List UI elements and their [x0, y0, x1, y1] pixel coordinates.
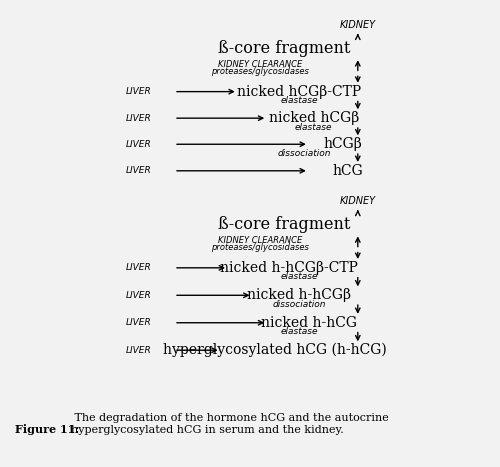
Text: nicked h-hCGβ: nicked h-hCGβ: [247, 288, 351, 302]
Text: elastase: elastase: [280, 96, 318, 105]
Text: LIVER: LIVER: [126, 87, 152, 96]
Text: dissociation: dissociation: [272, 300, 326, 309]
Text: elastase: elastase: [280, 272, 318, 282]
Text: LIVER: LIVER: [126, 113, 152, 123]
Text: LIVER: LIVER: [126, 291, 152, 300]
Text: LIVER: LIVER: [126, 140, 152, 149]
Text: LIVER: LIVER: [126, 263, 152, 272]
Text: proteases/glycosidases: proteases/glycosidases: [211, 66, 308, 76]
Text: dissociation: dissociation: [277, 149, 330, 158]
Text: nicked hCGβ: nicked hCGβ: [268, 111, 359, 125]
Text: KIDNEY CLEARANCE: KIDNEY CLEARANCE: [218, 236, 302, 245]
Text: hCG: hCG: [332, 164, 364, 178]
Text: KIDNEY CLEARANCE: KIDNEY CLEARANCE: [218, 60, 302, 69]
Text: proteases/glycosidases: proteases/glycosidases: [211, 243, 308, 252]
Text: hyperglycosylated hCG (h-hCG): hyperglycosylated hCG (h-hCG): [162, 343, 386, 357]
Text: nicked h-hCG: nicked h-hCG: [261, 316, 357, 330]
Text: KIDNEY: KIDNEY: [340, 20, 376, 30]
Text: nicked h-hCGβ-CTP: nicked h-hCGβ-CTP: [220, 261, 358, 275]
Text: Figure 11:: Figure 11:: [15, 424, 79, 435]
Text: LIVER: LIVER: [126, 318, 152, 327]
Text: hCGβ: hCGβ: [324, 137, 362, 151]
Text: ß-core fragment: ß-core fragment: [218, 40, 350, 57]
Text: nicked hCGβ-CTP: nicked hCGβ-CTP: [237, 85, 361, 99]
Text: elastase: elastase: [295, 123, 333, 132]
Text: LIVER: LIVER: [126, 346, 152, 355]
Text: LIVER: LIVER: [126, 166, 152, 175]
Text: ß-core fragment: ß-core fragment: [218, 216, 350, 233]
Text: elastase: elastase: [280, 327, 318, 336]
Text: The degradation of the hormone hCG and the autocrine
hyperglycosylated hCG in se: The degradation of the hormone hCG and t…: [71, 413, 389, 435]
Text: KIDNEY: KIDNEY: [340, 197, 376, 206]
